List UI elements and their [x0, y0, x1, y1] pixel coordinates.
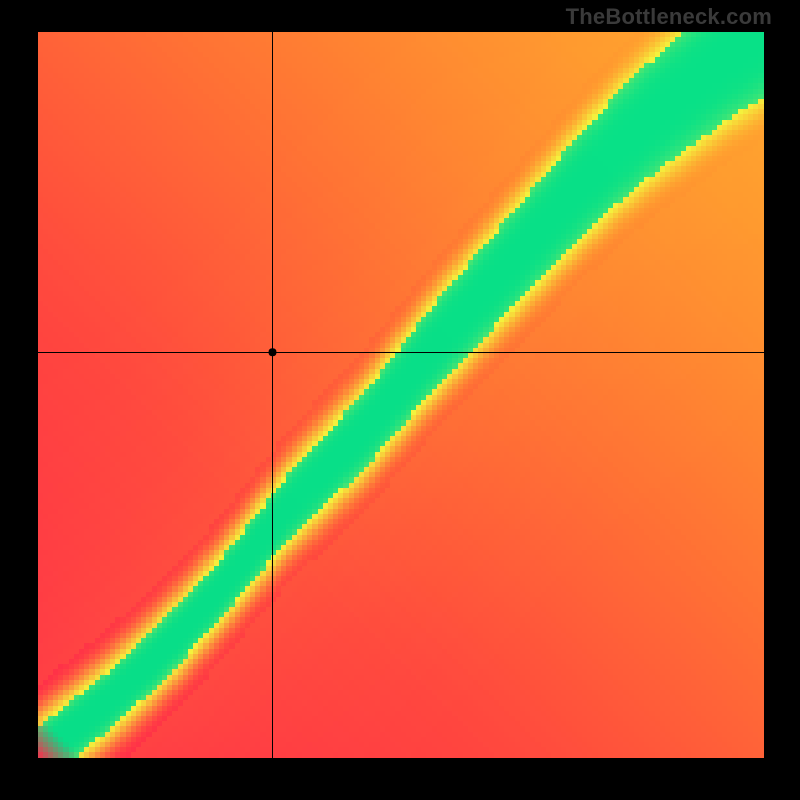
chart-container: { "watermark": { "text": "TheBottleneck.… — [0, 0, 800, 800]
bottleneck-heatmap — [38, 32, 764, 758]
watermark-text: TheBottleneck.com — [566, 4, 772, 30]
